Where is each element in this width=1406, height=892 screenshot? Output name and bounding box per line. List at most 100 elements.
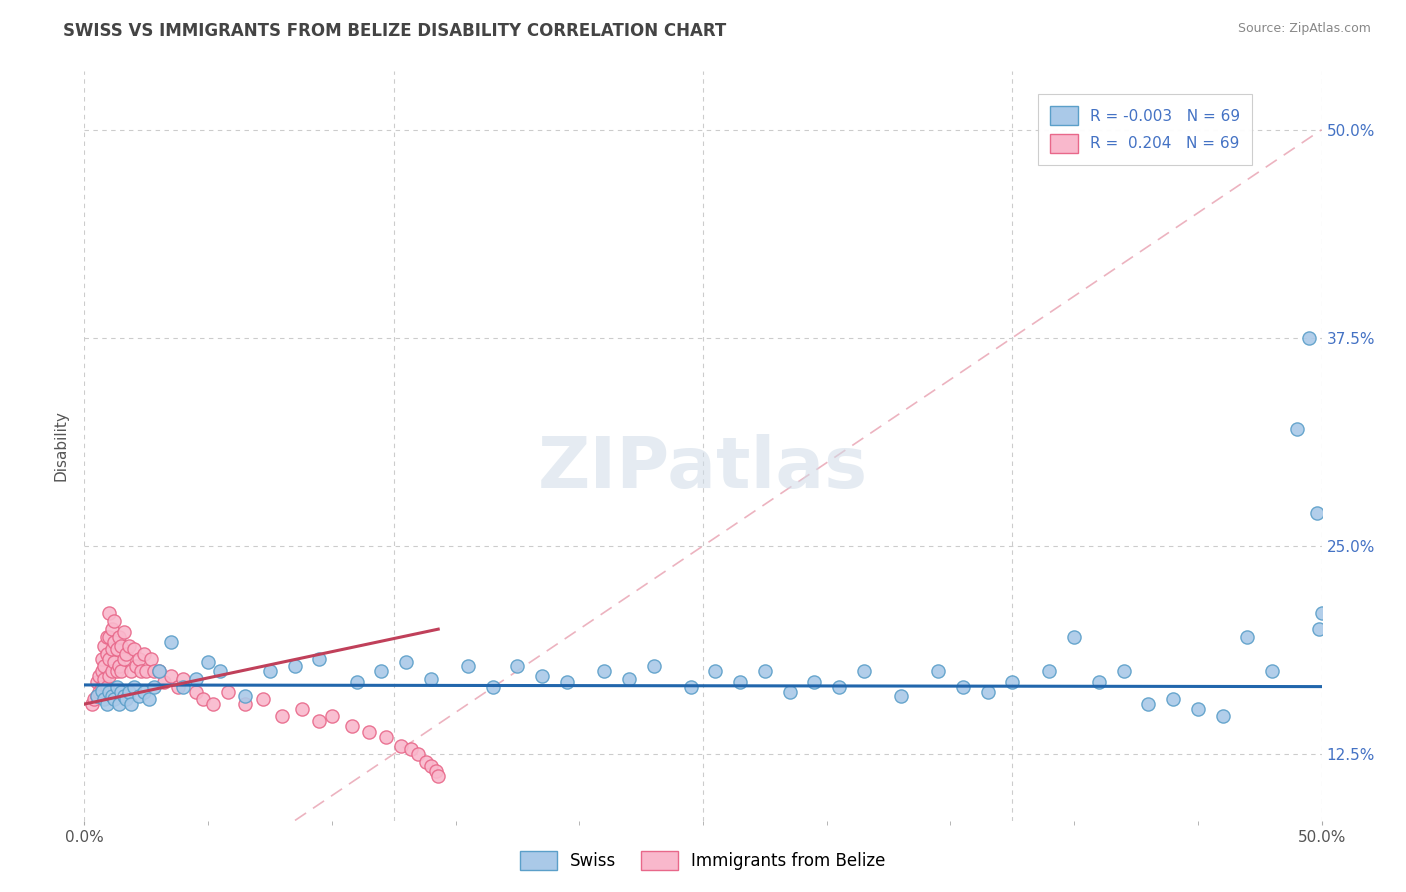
Point [105, 664, 128, 678]
Point [952, 681, 974, 695]
Point [103, 692, 125, 706]
Point [425, 764, 447, 778]
Point [172, 672, 194, 686]
Point [108, 697, 131, 711]
Point [148, 664, 170, 678]
Point [98, 606, 121, 620]
Point [415, 756, 437, 770]
Point [340, 719, 363, 733]
Point [83, 692, 105, 706]
Point [1298, 331, 1320, 345]
Point [419, 672, 441, 686]
Point [457, 658, 479, 673]
Point [1038, 664, 1060, 678]
Point [233, 689, 256, 703]
Point [890, 689, 912, 703]
Point [408, 747, 430, 761]
Point [138, 692, 160, 706]
Point [233, 697, 256, 711]
Point [120, 697, 142, 711]
Point [112, 652, 135, 666]
Point [395, 656, 418, 670]
Point [1212, 708, 1234, 723]
Point [96, 631, 118, 645]
Point [142, 664, 165, 678]
Point [389, 739, 412, 753]
Point [506, 658, 529, 673]
Point [103, 656, 125, 670]
Point [141, 652, 163, 666]
Point [191, 692, 214, 706]
Point [643, 658, 665, 673]
Point [98, 631, 121, 645]
Point [132, 647, 155, 661]
Point [122, 642, 145, 657]
Point [419, 758, 441, 772]
Point [284, 658, 307, 673]
Point [90, 664, 112, 678]
Point [120, 664, 142, 678]
Point [308, 714, 330, 728]
Point [118, 685, 141, 699]
Point [112, 689, 135, 703]
Point [1161, 692, 1184, 706]
Point [308, 652, 330, 666]
Point [105, 642, 128, 657]
Point [828, 681, 851, 695]
Point [98, 652, 121, 666]
Point [96, 681, 118, 695]
Point [89, 685, 111, 699]
Point [118, 639, 141, 653]
Point [1285, 422, 1308, 436]
Point [704, 664, 727, 678]
Point [427, 769, 450, 783]
Text: ZIPatlas: ZIPatlas [538, 434, 868, 503]
Point [1305, 506, 1327, 520]
Point [1187, 702, 1209, 716]
Point [86, 689, 108, 703]
Point [531, 669, 554, 683]
Point [152, 675, 174, 690]
Point [1261, 664, 1284, 678]
Point [1236, 631, 1258, 645]
Point [93, 692, 115, 706]
Legend: Swiss, Immigrants from Belize: Swiss, Immigrants from Belize [513, 844, 893, 877]
Point [852, 664, 875, 678]
Legend: R = -0.003   N = 69, R =  0.204   N = 69: R = -0.003 N = 69, R = 0.204 N = 69 [1038, 94, 1253, 165]
Point [80, 697, 103, 711]
Point [128, 652, 150, 666]
Point [346, 675, 368, 690]
Point [375, 731, 398, 745]
Point [115, 692, 138, 706]
Point [202, 697, 225, 711]
Point [93, 658, 115, 673]
Point [93, 639, 115, 653]
Point [803, 675, 825, 690]
Point [93, 672, 115, 686]
Point [167, 681, 190, 695]
Point [927, 664, 949, 678]
Point [779, 685, 801, 699]
Point [209, 664, 232, 678]
Point [217, 685, 239, 699]
Point [259, 664, 281, 678]
Point [103, 635, 125, 649]
Point [86, 675, 108, 690]
Point [1308, 622, 1330, 636]
Point [370, 664, 392, 678]
Text: SWISS VS IMMIGRANTS FROM BELIZE DISABILITY CORRELATION CHART: SWISS VS IMMIGRANTS FROM BELIZE DISABILI… [63, 22, 727, 40]
Point [86, 689, 108, 703]
Point [98, 669, 121, 683]
Point [1112, 664, 1135, 678]
Point [197, 656, 219, 670]
Point [90, 683, 112, 698]
Point [115, 647, 138, 661]
Point [291, 702, 314, 716]
Point [1310, 606, 1333, 620]
Point [90, 681, 112, 695]
Point [679, 681, 702, 695]
Point [100, 642, 122, 657]
Y-axis label: Disability: Disability [53, 410, 69, 482]
Point [976, 685, 998, 699]
Point [160, 669, 183, 683]
